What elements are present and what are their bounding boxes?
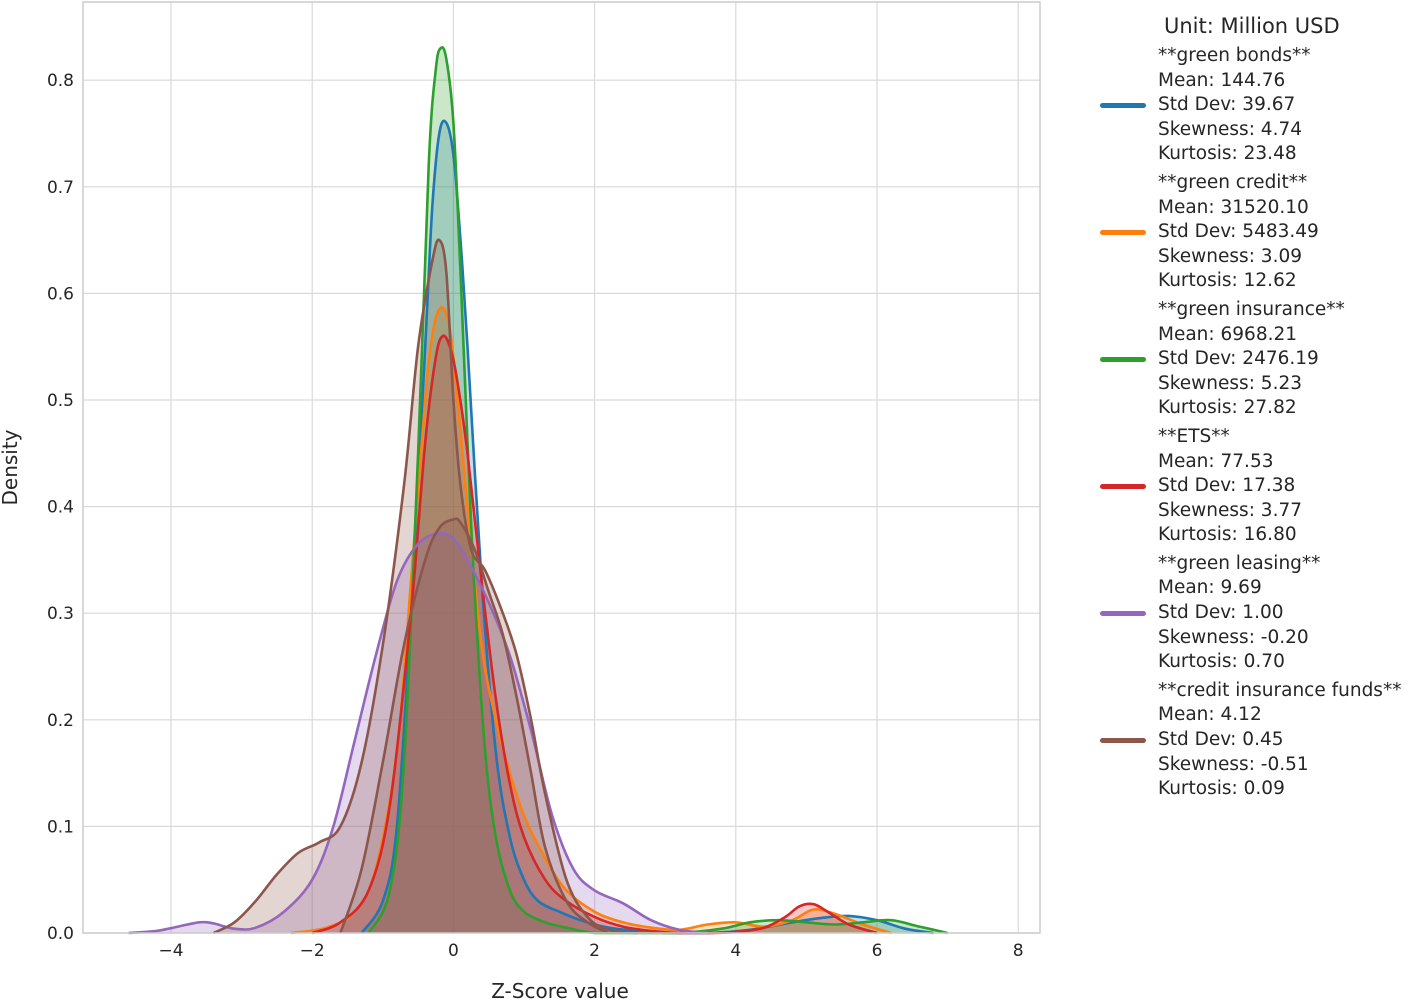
legend-label: **green bonds** Mean: 144.76 Std Dev: 39…	[1158, 45, 1311, 165]
legend-swatch	[1100, 610, 1146, 616]
density-area-4	[128, 533, 708, 933]
gridlines	[83, 2, 1040, 934]
density-area-3	[312, 335, 877, 933]
legend-title: Unit: Million USD	[1164, 14, 1340, 38]
density-line-2	[367, 46, 948, 935]
legend-label: **green leasing** Mean: 9.69 Std Dev: 1.…	[1158, 552, 1321, 673]
density-area-6	[340, 518, 609, 933]
density-line-4	[128, 531, 708, 935]
legend-label: **ETS** Mean: 77.53 Std Dev: 17.38 Skewn…	[1158, 425, 1302, 546]
y-axis-title: Density	[0, 429, 22, 505]
y-tick-label: 0.8	[47, 71, 74, 91]
x-tick-label: 4	[730, 941, 741, 961]
x-tick-label: 8	[1013, 941, 1024, 961]
x-tick-label: 6	[872, 941, 883, 961]
y-tick-label: 0.4	[47, 498, 74, 518]
x-axis-title: Z-Score value	[491, 979, 629, 1002]
density-line-5	[212, 238, 638, 935]
legend-swatch	[1100, 102, 1146, 108]
density-line-6	[339, 517, 610, 935]
y-tick-labels: 0.0 0.1 0.2 0.3 0.4 0.5 0.6 0.7 0.8	[47, 71, 74, 944]
density-areas	[128, 47, 948, 934]
legend-entry: **credit insurance funds** Mean: 4.12 St…	[1100, 679, 1417, 802]
density-line-1	[290, 306, 892, 935]
legend-entry: **green bonds** Mean: 144.76 Std Dev: 39…	[1100, 44, 1417, 167]
legend-swatch	[1100, 356, 1146, 362]
legend-label: **green credit** Mean: 31520.10 Std Dev:…	[1158, 171, 1319, 292]
density-line-3	[311, 334, 878, 935]
legend-entry: **green insurance** Mean: 6968.21 Std De…	[1100, 298, 1417, 421]
y-tick-label: 0.1	[47, 817, 74, 837]
legend-label: **green insurance** Mean: 6968.21 Std De…	[1158, 298, 1345, 419]
legend-entry: **green leasing** Mean: 9.69 Std Dev: 1.…	[1100, 552, 1417, 675]
density-area-5	[213, 239, 637, 933]
legend-entry: **green credit** Mean: 31520.10 Std Dev:…	[1100, 171, 1417, 294]
legend: Unit: Million USD **green bonds** Mean: …	[1100, 14, 1417, 806]
y-tick-label: 0.6	[47, 284, 74, 304]
y-tick-label: 0.0	[47, 924, 74, 944]
y-tick-label: 0.2	[47, 711, 74, 731]
legend-entries: **green bonds** Mean: 144.76 Std Dev: 39…	[1100, 44, 1417, 802]
x-tick-label: 0	[448, 941, 459, 961]
legend-label: **credit insurance funds** Mean: 4.12 St…	[1158, 679, 1402, 800]
y-tick-label: 0.5	[47, 391, 74, 411]
y-tick-label: 0.3	[47, 604, 74, 624]
legend-swatch	[1100, 229, 1146, 235]
plot-frame	[82, 1, 1041, 934]
density-area-1	[291, 307, 892, 934]
density-area-2	[368, 47, 948, 934]
y-tick-label: 0.7	[47, 178, 74, 198]
x-tick-label: 2	[589, 941, 600, 961]
legend-entry: **ETS** Mean: 77.53 Std Dev: 17.38 Skewn…	[1100, 425, 1417, 548]
legend-swatch	[1100, 737, 1146, 743]
x-tick-label: −4	[158, 941, 183, 961]
legend-swatch	[1100, 483, 1146, 489]
density-lines	[128, 46, 948, 935]
x-tick-labels: −4 −2 0 2 4 6 8	[158, 941, 1023, 961]
x-tick-label: −2	[300, 941, 325, 961]
